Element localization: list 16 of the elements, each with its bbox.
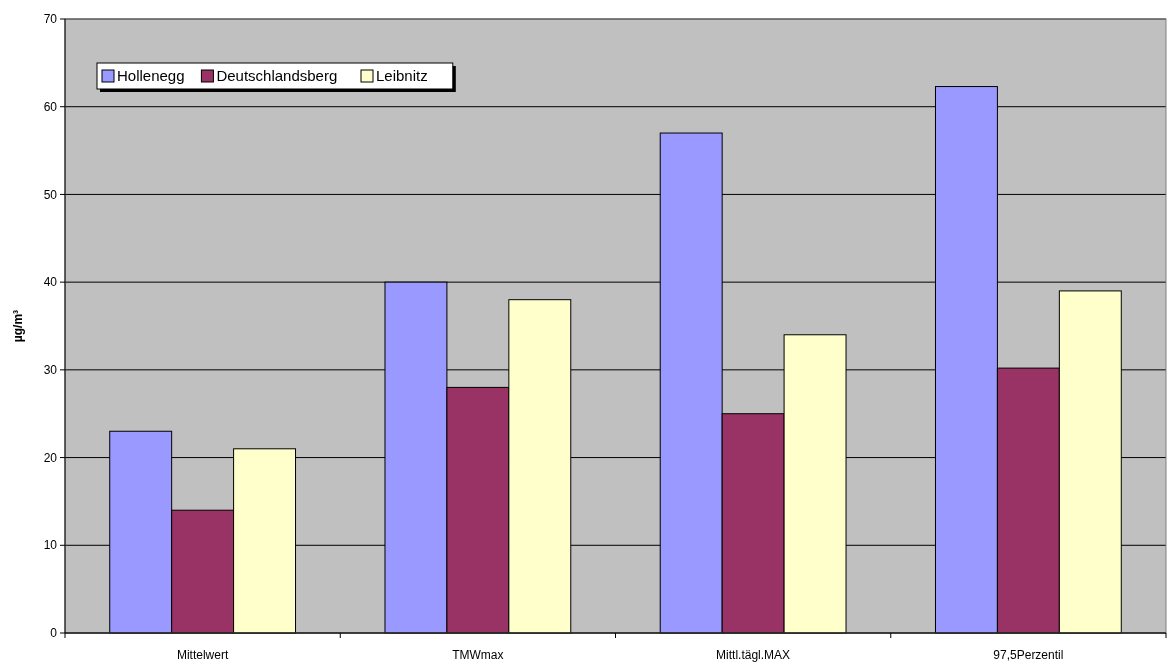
y-tick-label: 50 — [43, 187, 58, 202]
x-tick-label: Mittl.tägl.MAX — [716, 648, 791, 662]
y-tick-label: 60 — [43, 99, 58, 114]
y-tick-label: 40 — [43, 275, 58, 290]
y-tick-label: 30 — [43, 363, 58, 378]
legend-label: Leibnitz — [376, 67, 428, 85]
y-tick-label: 10 — [43, 538, 58, 553]
x-tick-label: TMWmax — [452, 648, 504, 662]
legend-label: Deutschlandsberg — [216, 67, 338, 85]
x-tick-label: 97,5Perzentil — [993, 648, 1064, 662]
y-tick-label: 20 — [43, 450, 58, 465]
y-axis-title: µg/m³ — [11, 309, 25, 343]
y-tick-label: 70 — [43, 12, 58, 27]
y-tick-label: 0 — [50, 626, 58, 641]
legend-label: Hollenegg — [117, 67, 185, 85]
x-tick-label: Mittelwert — [176, 648, 229, 662]
